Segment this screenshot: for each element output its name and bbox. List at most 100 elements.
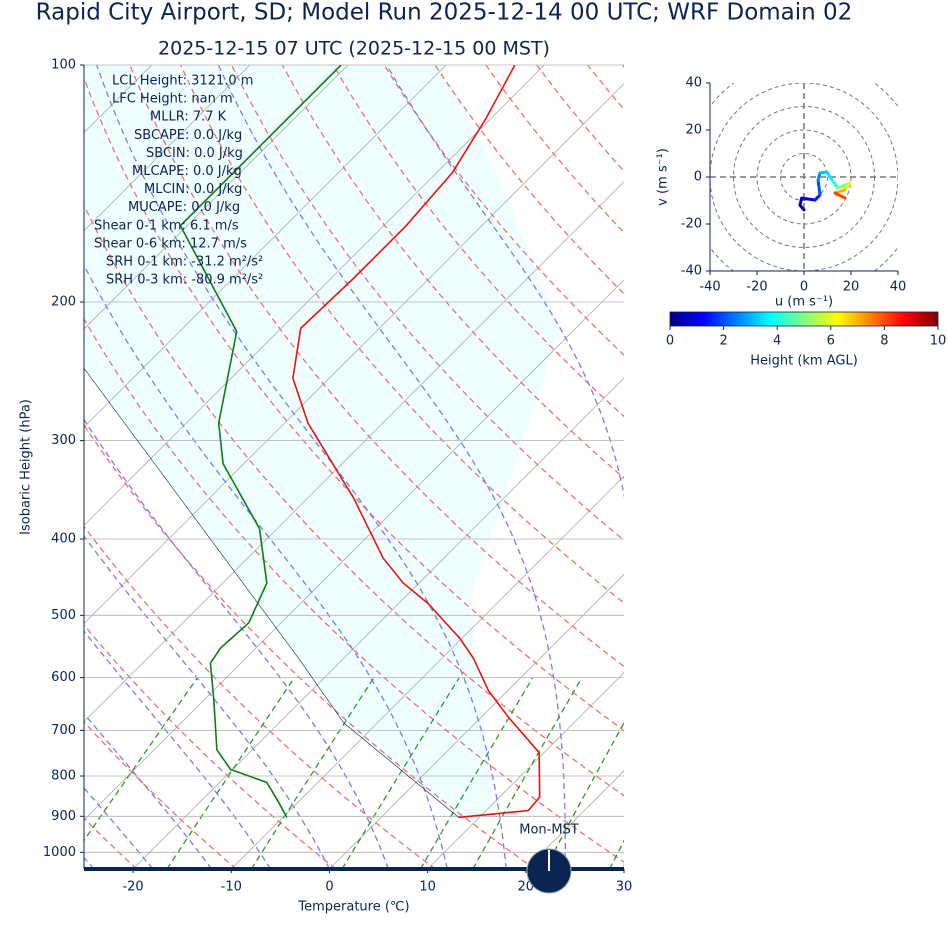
x-tick-label: -20 [122,880,143,895]
x-tick-label: -20 [746,280,767,295]
mixing-ratio-line [84,677,199,842]
y-tick-label: -40 [681,264,702,279]
dry-adiabat [84,423,536,869]
y-tick-label: 100 [51,58,76,73]
dry-adiabat [129,65,624,668]
bottom-band [84,867,624,871]
shaded-region [84,65,560,820]
colorbar-tick-label: 4 [773,334,781,349]
mixing-ratio-line [472,677,583,869]
moist-adiabat [217,65,566,869]
isotherm [525,770,624,869]
dry-adiabat [84,624,337,869]
moist-adiabat [96,65,507,869]
dewpoint-line [179,65,342,818]
moist-adiabat [84,712,213,869]
y-tick-label: 0 [694,170,702,185]
parameter: MLCAPE: 0.0 J/kg [132,164,242,179]
dry-adiabat [84,720,237,869]
profiles [84,65,541,819]
dry-adiabat [180,65,624,604]
colorbar-tick-label: 6 [827,334,835,349]
mixing-ratio-line [250,677,375,869]
isotherm [427,672,624,869]
x-tick-label: 40 [890,280,907,295]
y-tick-label: 900 [51,809,76,824]
parameter: SBCIN: 0.0 J/kg [146,146,243,161]
isotherm [231,475,624,869]
parameter: SRH 0-3 km: -80.9 m²/s² [106,273,263,288]
y-tick-label: 40 [685,76,702,91]
x-tick-label: 0 [325,880,333,895]
dry-adiabat [485,65,624,234]
y-tick-label: 300 [51,433,76,448]
time-label: Mon-MST [519,823,579,838]
parameter: Shear 0-6 km: 12.7 m/s [94,236,247,251]
parameter: MLCIN: 0.0 J/kg [144,182,242,197]
isotherm [84,181,624,723]
parameter: LCL Height: 3121.0 m [112,74,253,89]
moist-adiabat [84,787,154,869]
temperature-line [292,65,541,819]
colorbar [669,311,939,327]
dry-adiabat [332,65,624,418]
x-tick-label: -10 [221,880,242,895]
y-axis-label: Isobaric Height (hPa) [19,399,34,535]
isotherm [84,279,624,821]
dry-adiabat [638,65,948,869]
y-tick-label: 400 [51,532,76,547]
x-tick-label: 30 [616,880,633,895]
hodograph-segment [800,196,817,202]
dry-adiabat [791,65,948,869]
x-tick-label: 20 [518,880,535,895]
skewt-plot: 100 200 300 400 500 600 700 800 900 1000 -20 -10 0 10… [43,58,632,895]
dry-adiabat [281,65,624,479]
y-tick-label: 20 [685,123,702,138]
x-axis-label: Temperature (℃) [297,900,409,915]
parameter: SRH 0-1 km: -31.2 m²/s² [106,255,263,270]
hodo-y-label: v (m s⁻¹) [656,148,671,206]
moist-adiabat [84,418,390,869]
moist-adiabat [84,263,448,869]
parameter: Shear 0-1 km: 6.1 m/s [94,218,239,233]
colorbar-tick-label: 2 [719,334,727,349]
hodo-x-label: u (m s⁻¹) [775,295,833,310]
dry-adiabat [84,317,624,863]
x-tick-label: 10 [419,880,436,895]
parameter: LFC Height: nan m [112,92,233,107]
x-tick-label: -40 [699,280,720,295]
colorbar-tick-label: 0 [666,334,674,349]
isotherm [84,65,545,526]
skewt-background [84,65,948,869]
mixing-ratio-line [166,677,296,869]
y-tick-label: -20 [681,217,702,232]
dry-adiabat [84,76,624,732]
isotherm [623,868,624,869]
y-tick-label: 200 [51,295,76,310]
hodograph-segment [825,170,834,182]
isotherm [132,377,624,869]
mixing-ratio-line [544,721,624,869]
hodograph-segment [816,178,822,197]
chart-title: Rapid City Airport, SD; Model Run 2025-1… [36,0,853,26]
hodograph: -40 -20 0 20 40 -40 -20 0 20 40 0 2 4 6 8 10 [666,76,947,349]
dry-adiabat [586,65,624,111]
moist-adiabat [84,856,95,869]
rings [710,83,898,271]
isotherm [84,65,447,428]
parameter: SBCAPE: 0.0 J/kg [134,128,242,143]
moist-adiabat [622,65,624,69]
colorbar-tick-label: 10 [930,334,947,349]
mixing-ratio-line [609,839,624,869]
x-tick-label: 0 [800,280,808,295]
y-tick-label: 800 [51,769,76,784]
parameter: MLLR: 7.7 K [150,110,227,125]
dry-adiabat [84,525,436,869]
dry-adiabat [536,65,624,173]
y-tick-label: 600 [51,670,76,685]
isotherm [84,82,624,625]
y-tick-label: 500 [51,608,76,623]
hodograph-segment [830,178,840,190]
parcel-line [84,367,459,818]
